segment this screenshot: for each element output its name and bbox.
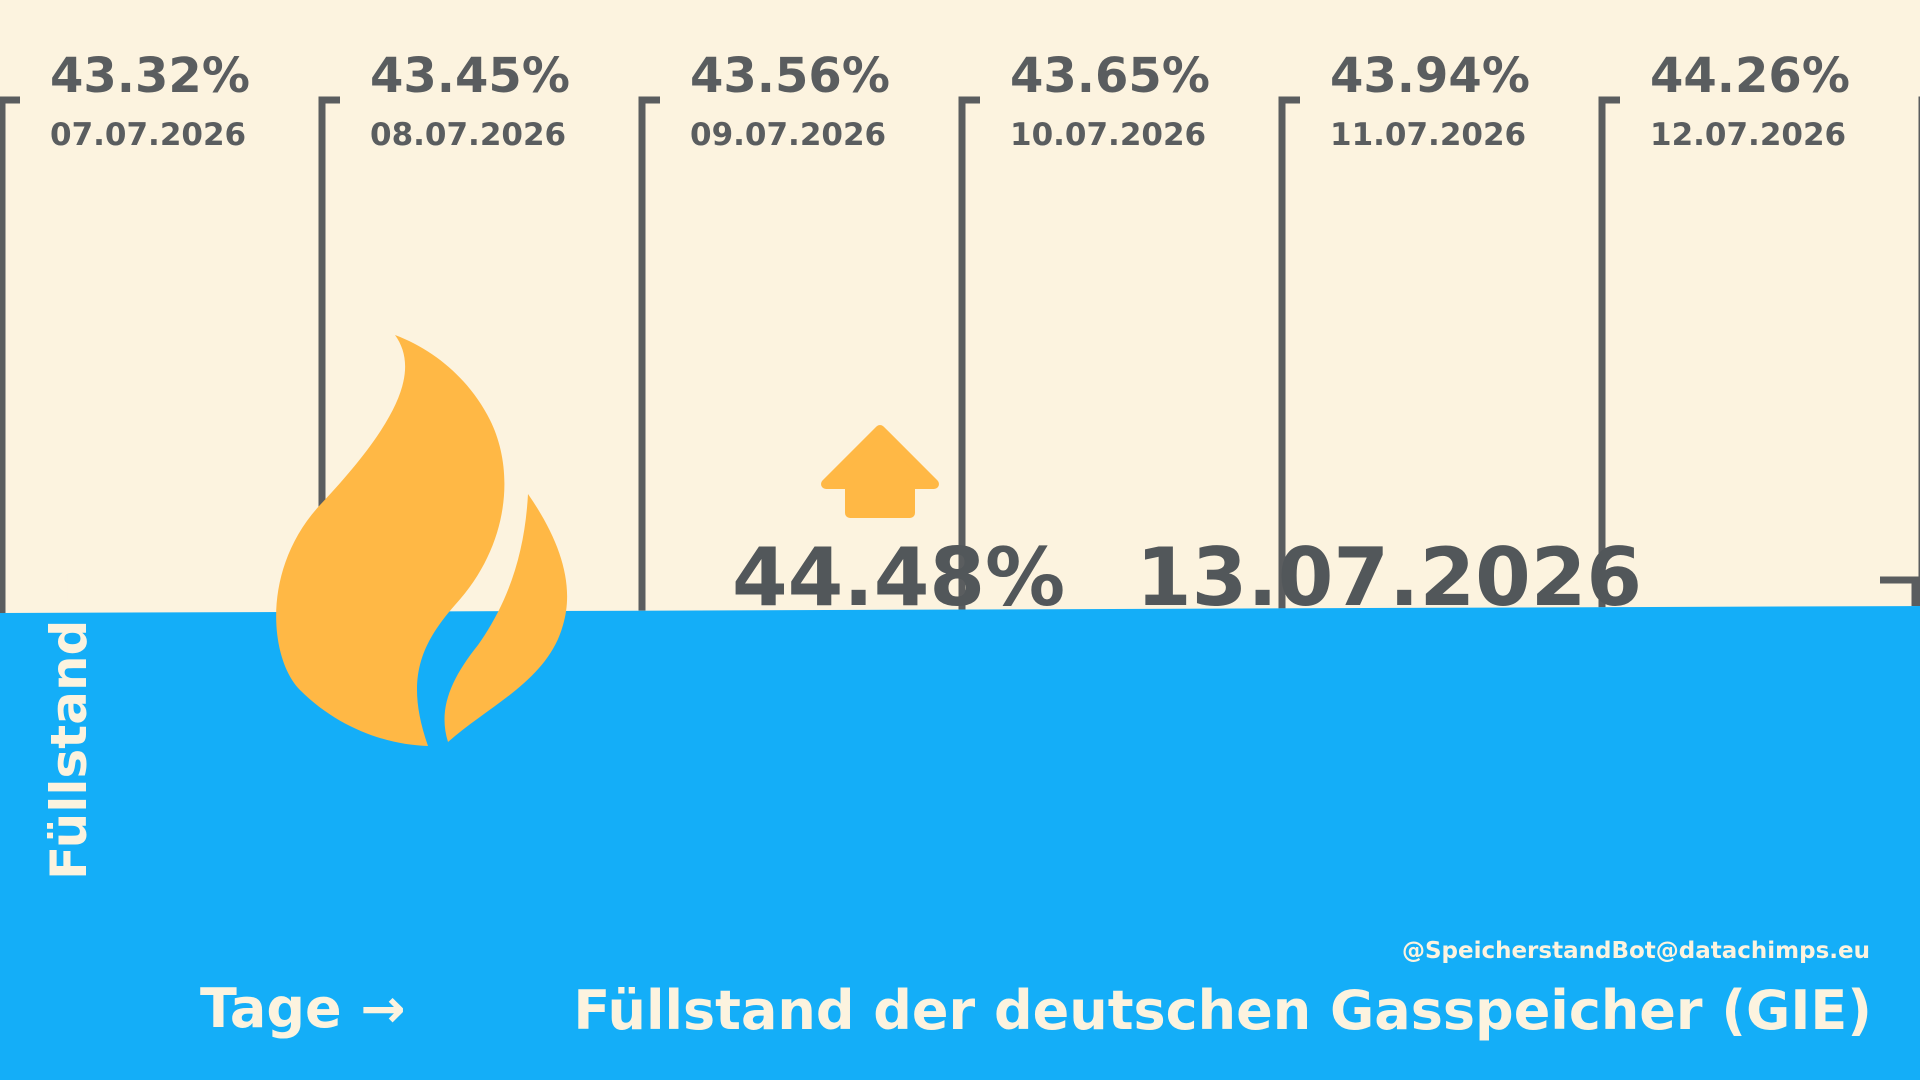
day-value-label: 43.65%: [1010, 48, 1210, 104]
day-date-label: 07.07.2026: [50, 117, 247, 153]
day-value-label: 43.45%: [370, 48, 570, 104]
current-fill-date: 13.07.2026: [1136, 531, 1643, 624]
day-date-label: 11.07.2026: [1330, 117, 1527, 153]
day-bracket: [638, 96, 660, 611]
y-axis-label: Füllstand →: [40, 560, 98, 880]
day-bracket: [958, 96, 980, 610]
day-date-label: 10.07.2026: [1010, 117, 1207, 153]
day-value-label: 43.94%: [1330, 48, 1530, 104]
x-axis-label: Tage →: [200, 977, 406, 1040]
credit-text: @SpeicherstandBot@datachimps.eu: [1401, 938, 1870, 964]
fill-level-area: [0, 606, 1920, 1080]
day-bracket: [0, 96, 20, 613]
chart-title: Füllstand der deutschen Gasspeicher (GIE…: [573, 979, 1872, 1042]
arrow-up-icon: [821, 425, 939, 518]
day-date-label: 09.07.2026: [690, 117, 887, 153]
day-date-label: 12.07.2026: [1650, 117, 1847, 153]
day-value-label: 43.32%: [50, 48, 250, 104]
day-bracket: [1278, 96, 1300, 609]
day-brackets: [0, 96, 1920, 613]
current-fill-value: 44.48%: [732, 531, 1066, 624]
day-value-label: 44.26%: [1650, 48, 1850, 104]
day-bracket: [318, 96, 340, 612]
day-date-label: 08.07.2026: [370, 117, 567, 153]
day-bracket: [1598, 96, 1620, 608]
day-value-label: 43.56%: [690, 48, 890, 104]
day-bracket: [1880, 576, 1919, 607]
flame-icon: [276, 335, 568, 746]
